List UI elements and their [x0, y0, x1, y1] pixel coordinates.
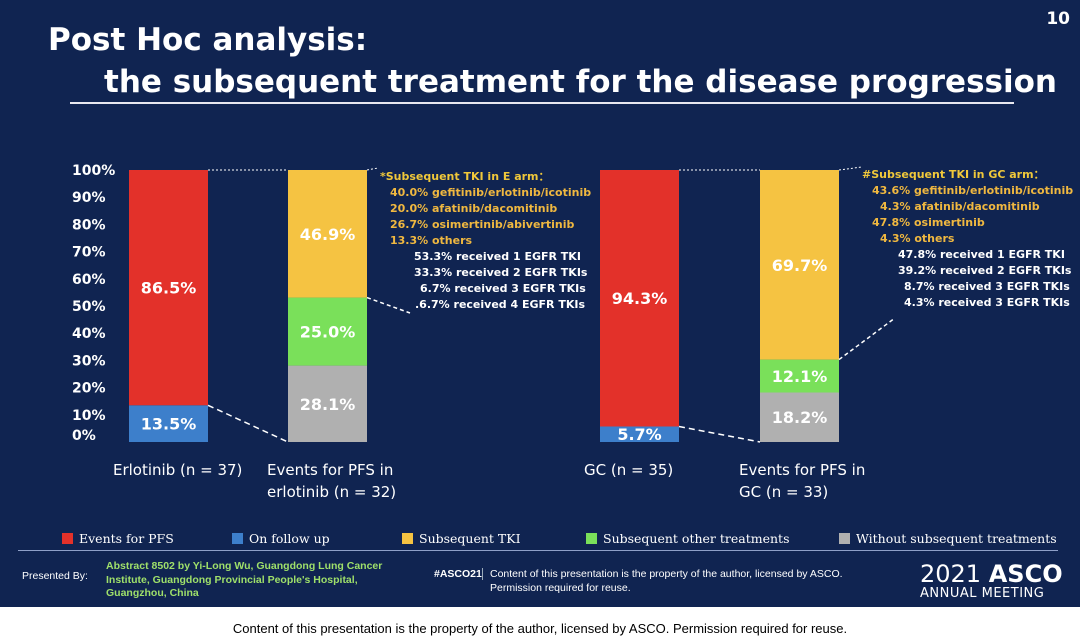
data-label: 12.1% — [772, 367, 828, 386]
asco-hashtag: #ASCO21 — [434, 568, 482, 580]
gc-arm-tki-line: 4.3% received 3 EGFR TKIs — [904, 296, 1070, 309]
gc-arm-drug: 4.3% afatinib/dacomitinib — [880, 200, 1040, 213]
e-arm-heading: *Subsequent TKI in E arm： — [380, 170, 550, 183]
asco-logo: 2021 ASCO — [920, 560, 1063, 588]
erlotinib-bar-segment-events_for_pfs — [129, 170, 208, 406]
y-tick-label: 60% — [72, 272, 106, 288]
y-tick-label: 100% — [72, 163, 115, 179]
legend-label: Subsequent TKI — [419, 531, 521, 546]
gc-arm-drug: 43.6% gefitinib/erlotinib/icotinib — [872, 184, 1074, 197]
legend-swatch-subsequent_tki — [402, 533, 413, 544]
category-label: GC (n = 35) — [584, 461, 673, 479]
y-tick-label: 80% — [72, 217, 106, 233]
y-tick-label: 70% — [72, 245, 106, 261]
annotation-connector — [366, 167, 379, 171]
legend-swatch-events_for_pfs — [62, 533, 73, 544]
e-arm-drug: 26.7% osimertinib/abivertinib — [390, 218, 575, 231]
legend-swatch-without_subsequent — [839, 533, 850, 544]
data-label: 69.7% — [772, 256, 828, 275]
asco-annual-meeting: ANNUAL MEETING — [920, 586, 1045, 601]
erlotinib-events-bar-segment-subsequent_tki — [288, 170, 367, 298]
category-label: Events for PFS in — [267, 461, 393, 479]
connector-line — [207, 404, 289, 443]
asco-name: ASCO — [988, 560, 1063, 588]
erlotinib-bar-segment-on_follow_up — [129, 405, 208, 442]
image-caption: Content of this presentation is the prop… — [232, 621, 848, 636]
y-tick-label: 90% — [72, 190, 106, 206]
slide-copyright: Content of this presentation is the prop… — [490, 568, 843, 594]
legend-label: On follow up — [249, 531, 330, 546]
slide: Post Hoc analysis: the subsequent treatm… — [0, 0, 1080, 607]
e-arm-tki-line: 53.3% received 1 EGFR TKI — [414, 250, 581, 263]
gc-arm-heading: #Subsequent TKI in GC arm： — [862, 168, 1045, 181]
gc-arm-drug: 47.8% osimertinib — [872, 216, 985, 229]
e-arm-drug: 40.0% gefitinib/erlotinib/icotinib — [390, 186, 592, 199]
slide-title-line2: the subsequent treatment for the disease… — [104, 64, 1057, 100]
legend-label: Subsequent other treatments — [603, 531, 789, 546]
erlotinib-events-bar-segment-subsequent_other — [288, 297, 367, 366]
gc-arm-tki-line: 8.7% received 3 EGFR TKIs — [904, 280, 1070, 293]
connector-line — [678, 425, 761, 443]
y-tick-label: 0% — [72, 428, 96, 444]
asco-year: 2021 — [920, 560, 982, 588]
y-tick-label: 30% — [72, 353, 106, 369]
legend-label: Events for PFS — [79, 531, 174, 546]
annotation-connector — [838, 317, 896, 361]
data-label: 18.2% — [772, 408, 828, 427]
data-label: 94.3% — [612, 289, 668, 308]
data-label: 86.5% — [141, 279, 197, 298]
category-label: Events for PFS in — [739, 461, 865, 479]
gc-events-bar-segment-without_subsequent — [760, 392, 839, 442]
abstract-credit: Abstract 8502 by Yi-Long Wu, Guangdong L… — [106, 560, 383, 599]
title-underline — [70, 102, 1014, 104]
data-label: 13.5% — [141, 415, 197, 434]
data-label: 46.9% — [300, 225, 356, 244]
e-arm-tki-line: .6.7% received 4 EGFR TKIs — [415, 298, 585, 311]
category-label: erlotinib (n = 32) — [267, 483, 396, 501]
data-label: 25.0% — [300, 323, 356, 342]
gc-bar-segment-events_for_pfs — [600, 170, 679, 427]
gc-bar-segment-on_follow_up — [600, 426, 679, 442]
gc-arm-tki-line: 39.2% received 2 EGFR TKIs — [898, 264, 1072, 277]
data-label: 5.7% — [617, 425, 661, 444]
gc-arm-tki-line: 47.8% received 1 EGFR TKI — [898, 248, 1065, 261]
annotation-connector — [838, 166, 863, 171]
annotation-connector — [366, 296, 411, 314]
presented-by-label: Presented By: — [22, 570, 88, 582]
gc-arm-annotation: #Subsequent TKI in GC arm： 43.6% gefitin… — [862, 167, 1073, 311]
e-arm-annotation: *Subsequent TKI in E arm： 40.0% gefitini… — [380, 169, 591, 313]
category-label: Erlotinib (n = 37) — [113, 461, 242, 479]
footer-separator — [482, 568, 483, 580]
e-arm-tki-line: 6.7% received 3 EGFR TKIs — [420, 282, 586, 295]
legend-swatch-subsequent_other — [586, 533, 597, 544]
y-tick-label: 10% — [72, 408, 106, 424]
e-arm-tki-line: 33.3% received 2 EGFR TKIs — [414, 266, 588, 279]
y-tick-label: 50% — [72, 299, 106, 315]
erlotinib-events-bar-segment-without_subsequent — [288, 365, 367, 442]
slide-title-line1: Post Hoc analysis: — [48, 22, 368, 58]
stacked-bar-chart: 100% 90% 80% 70% 60% 50% 40% 30% 20% 10% 0% 13.5% 86… — [62, 163, 1057, 546]
y-tick-label: 20% — [72, 381, 106, 397]
gc-events-bar-segment-subsequent_tki — [760, 170, 839, 360]
legend-swatch-on_follow_up — [232, 533, 243, 544]
e-arm-drug: 13.3% others — [390, 234, 473, 247]
data-label: 28.1% — [300, 395, 356, 414]
gc-events-bar-segment-subsequent_other — [760, 359, 839, 393]
legend-label: Without subsequent treatments — [856, 531, 1057, 546]
e-arm-drug: 20.0% afatinib/dacomitinib — [390, 202, 558, 215]
category-label: GC (n = 33) — [739, 483, 828, 501]
gc-arm-drug: 4.3% others — [880, 232, 955, 245]
footer-divider — [18, 550, 1058, 551]
y-tick-label: 40% — [72, 326, 106, 342]
slide-number: 10 — [1046, 9, 1070, 29]
